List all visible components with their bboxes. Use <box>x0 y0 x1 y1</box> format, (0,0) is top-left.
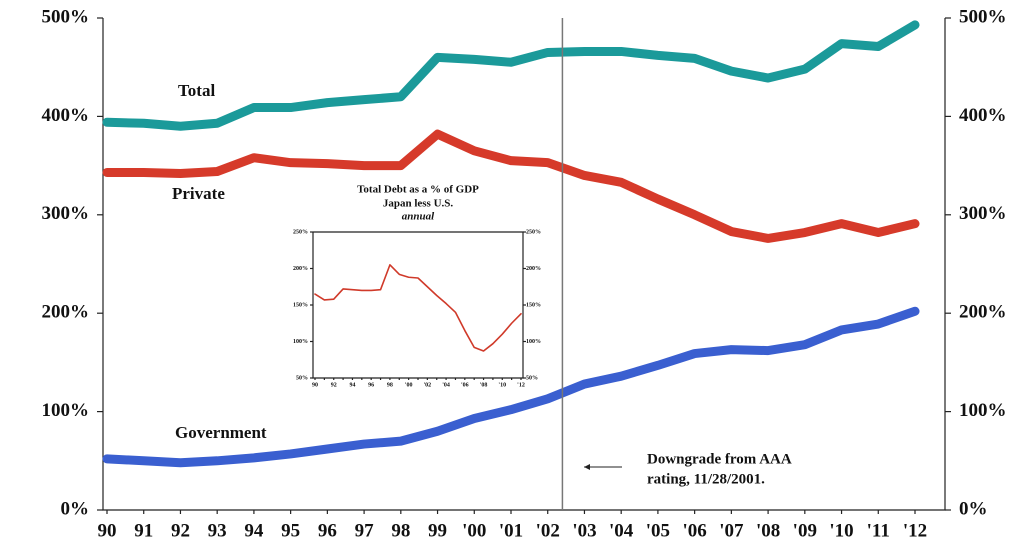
annotation-arrowhead <box>584 464 590 470</box>
y-tick-label: 50% <box>296 375 308 381</box>
x-tick-label: '04 <box>609 520 634 541</box>
x-tick-label: '10 <box>498 382 506 388</box>
x-tick-label: 99 <box>428 520 447 541</box>
y2-tick-label: 50% <box>526 375 538 381</box>
x-tick-label: 95 <box>281 520 300 541</box>
y2-tick-label: 100% <box>959 400 1007 421</box>
y-tick-label: 250% <box>293 229 308 235</box>
x-tick-label: 97 <box>355 520 375 541</box>
annotation: Downgrade from AAA <box>647 451 792 467</box>
inset-background <box>313 232 523 378</box>
y2-tick-label: 150% <box>526 302 541 308</box>
y-tick-label: 150% <box>293 302 308 308</box>
x-tick-label: '08 <box>480 382 488 388</box>
series-label: Government <box>175 423 267 442</box>
x-tick-label: '07 <box>719 520 744 541</box>
x-tick-label: '08 <box>756 520 780 541</box>
y-tick-label: 100% <box>42 400 90 421</box>
axis-frame <box>102 18 946 511</box>
y-tick-label: 200% <box>293 266 308 272</box>
x-tick-label: 92 <box>171 520 190 541</box>
series-label: Total <box>178 81 215 100</box>
x-tick-label: 91 <box>134 520 153 541</box>
series-line <box>102 20 920 131</box>
series-label: Private <box>172 184 225 203</box>
y2-tick-label: 200% <box>959 302 1007 323</box>
x-tick-label: 98 <box>391 520 410 541</box>
y2-tick-label: 200% <box>526 266 541 272</box>
x-tick-label: '05 <box>646 520 670 541</box>
x-tick-label: '00 <box>462 520 486 541</box>
x-tick-label: 94 <box>244 520 264 541</box>
y2-tick-label: 400% <box>959 105 1007 126</box>
x-tick-label: 90 <box>312 382 318 388</box>
y-tick-label: 400% <box>42 105 90 126</box>
x-tick-label: 96 <box>368 382 374 388</box>
x-tick-label: 90 <box>98 520 117 541</box>
x-tick-label: '04 <box>442 382 450 388</box>
x-tick-label: '09 <box>793 520 817 541</box>
x-tick-label: '12 <box>517 382 525 388</box>
series-line <box>314 264 522 352</box>
y2-tick-label: 100% <box>526 339 541 345</box>
y-tick-label: 100% <box>293 339 308 345</box>
x-tick-label: 98 <box>387 382 393 388</box>
series-line <box>102 306 920 468</box>
inset-subtitle: Japan less U.S. <box>383 198 454 210</box>
x-tick-label: 93 <box>208 520 227 541</box>
x-tick-label: '06 <box>461 382 469 388</box>
x-tick-label: '11 <box>867 520 890 541</box>
y2-tick-label: 300% <box>959 203 1007 224</box>
y2-tick-label: 500% <box>959 6 1007 27</box>
inset-note: annual <box>402 211 435 223</box>
x-tick-label: '02 <box>536 520 560 541</box>
x-tick-label: '12 <box>903 520 927 541</box>
y2-tick-label: 0% <box>959 498 988 519</box>
y-tick-label: 500% <box>42 6 90 27</box>
y-tick-label: 200% <box>42 302 90 323</box>
series-line <box>102 129 920 243</box>
x-tick-label: '01 <box>499 520 523 541</box>
x-tick-label: 94 <box>349 382 355 388</box>
x-tick-label: '06 <box>682 520 706 541</box>
y-tick-label: 300% <box>42 203 90 224</box>
inset-title: Total Debt as a % of GDP <box>357 184 479 196</box>
y2-tick-label: 250% <box>526 229 541 235</box>
x-tick-label: '02 <box>424 382 432 388</box>
x-tick-label: 96 <box>318 520 337 541</box>
x-tick-label: '10 <box>829 520 853 541</box>
annotation: rating, 11/28/2001. <box>647 471 765 487</box>
x-tick-label: '03 <box>572 520 596 541</box>
y-tick-label: 0% <box>61 498 90 519</box>
x-tick-label: 92 <box>331 382 337 388</box>
x-tick-label: '00 <box>405 382 413 388</box>
